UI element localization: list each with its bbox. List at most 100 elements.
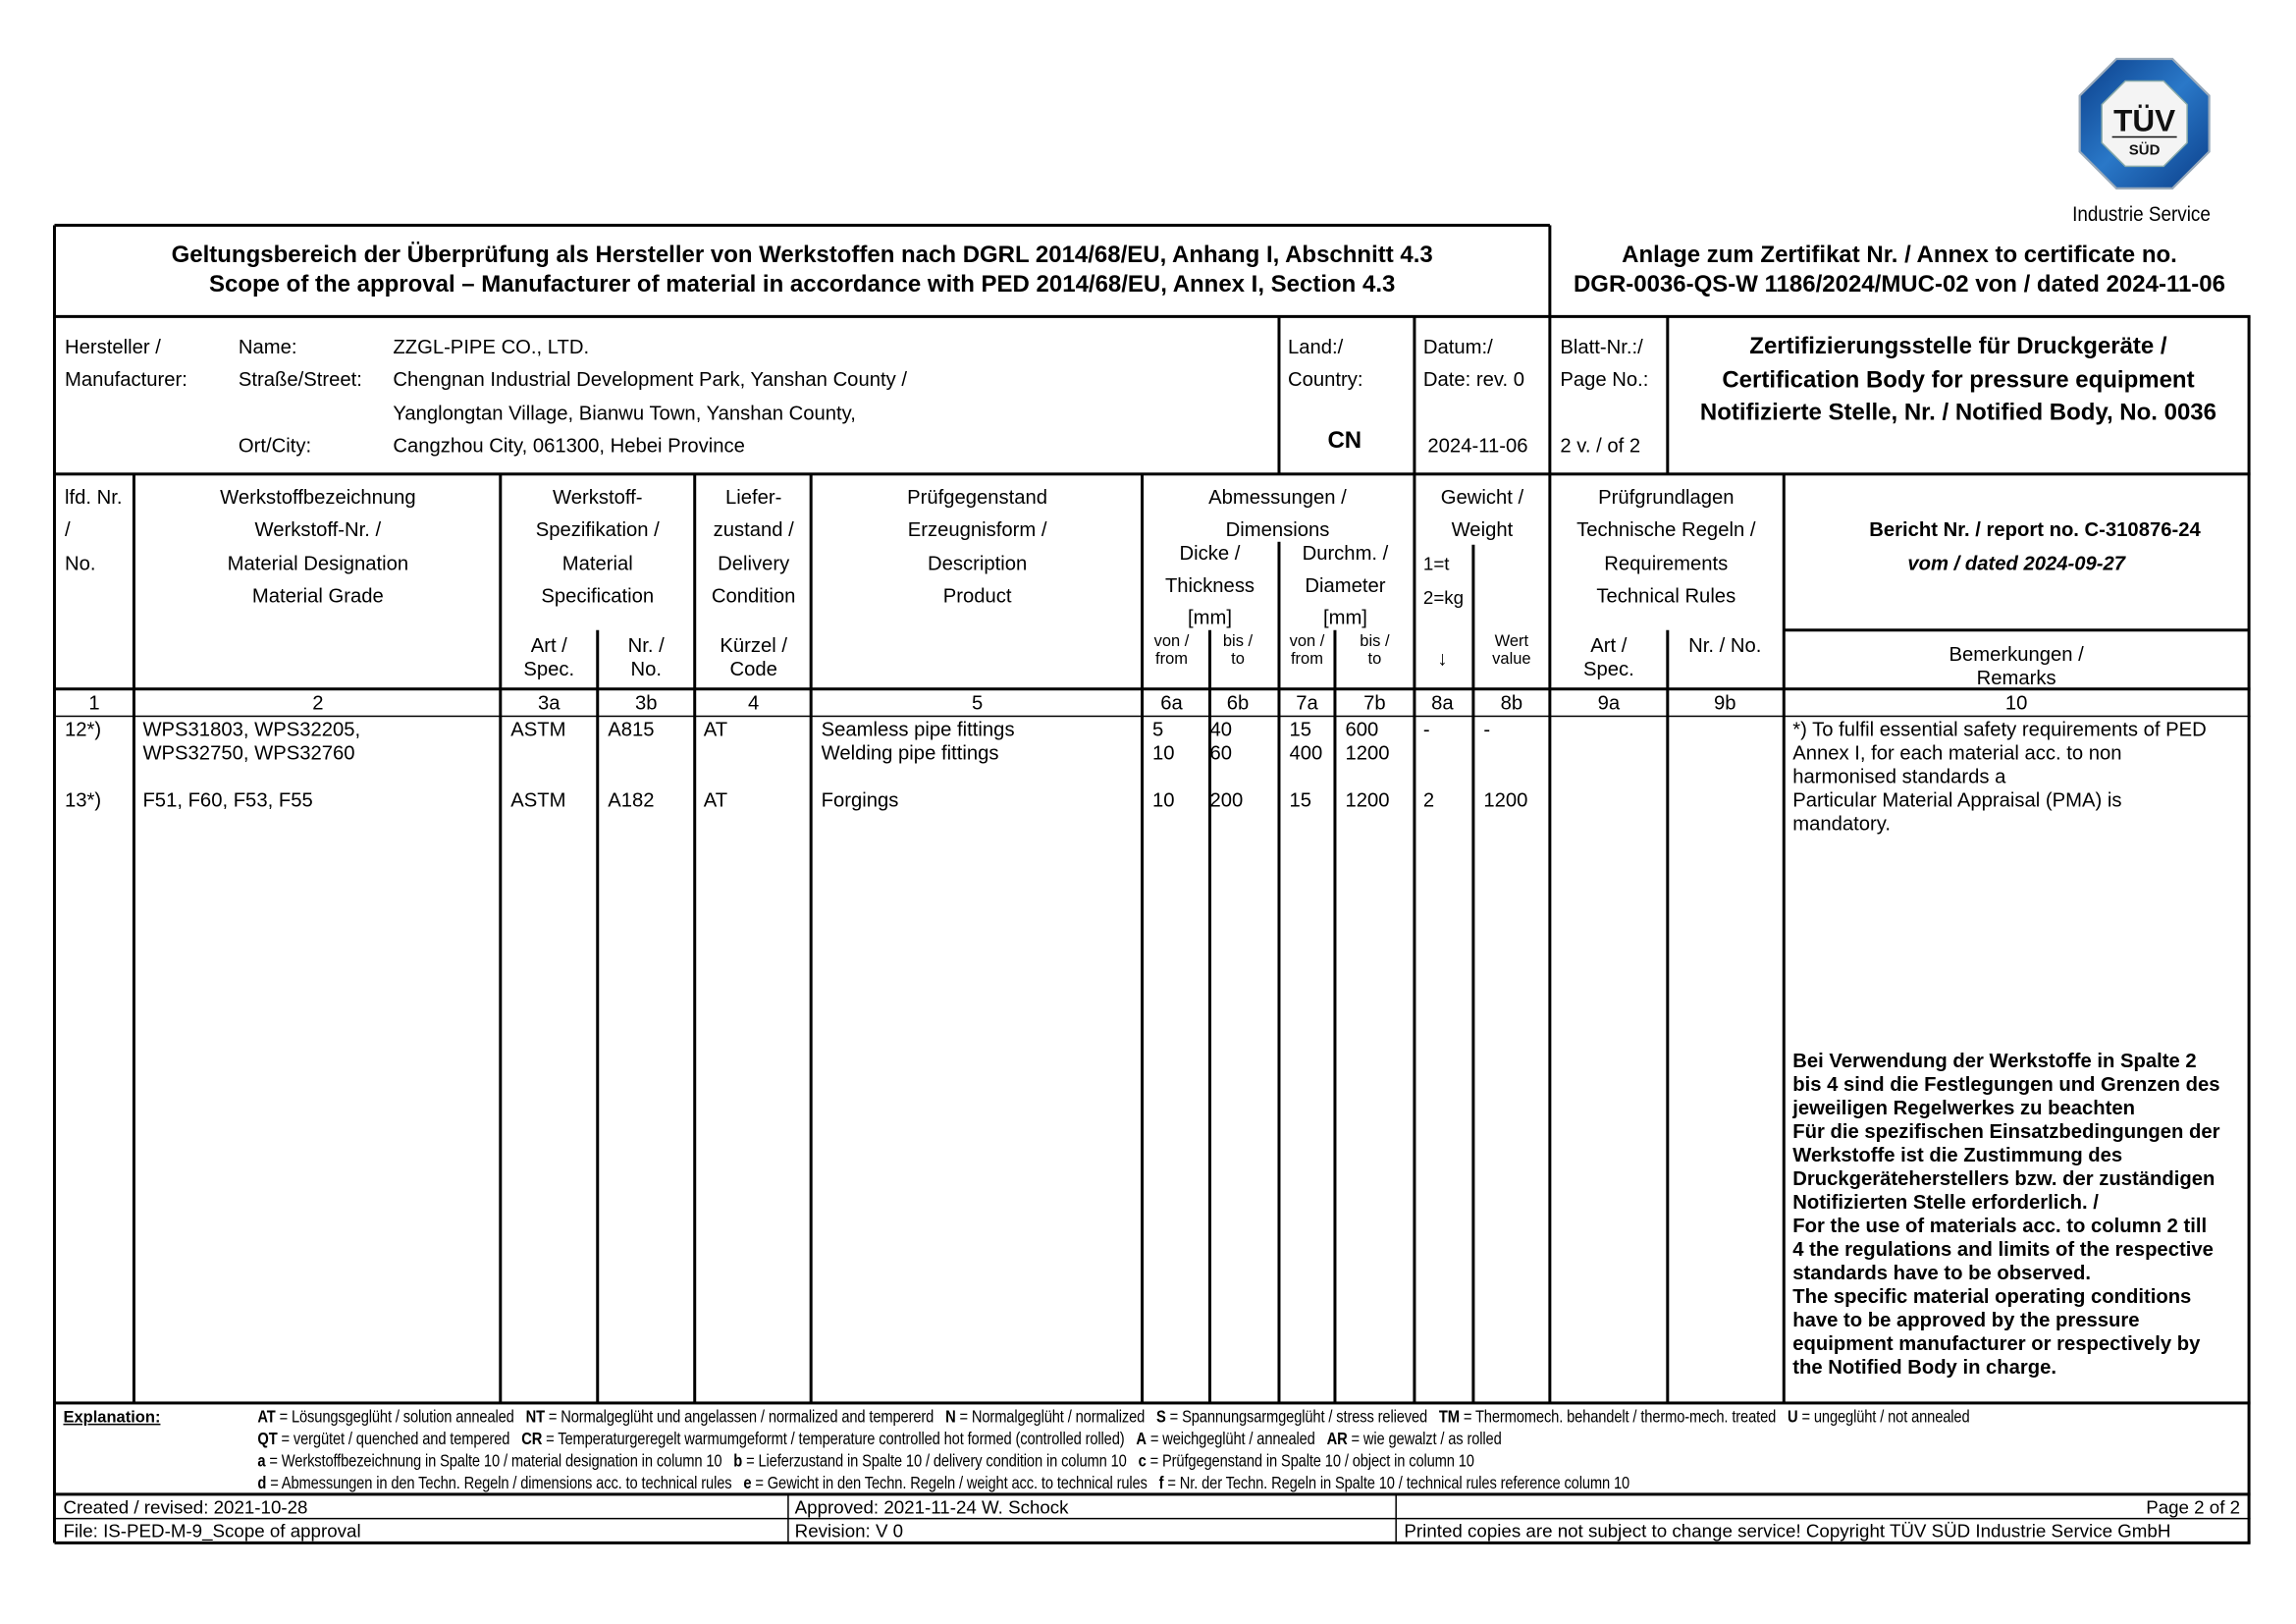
remarks-condition-line: Notifizierten Stelle erforderlich. / xyxy=(1792,1191,2099,1214)
remarks-condition-line: jeweiligen Regelwerkes zu beachten xyxy=(1792,1097,2136,1119)
street-line-1: Chengnan Industrial Development Park, Ya… xyxy=(393,367,907,391)
street-label: Straße/Street: xyxy=(238,367,362,391)
remarks-conditions: Bei Verwendung der Werkstoffe in Spalte … xyxy=(1792,1050,2243,1380)
header-thickness: [mm] xyxy=(1188,606,1232,629)
grid-line-vertical xyxy=(52,225,56,1543)
grid-line-horizontal xyxy=(54,1401,2251,1405)
code-abbreviation: N xyxy=(945,1408,956,1427)
header-technical-rules: Technical Rules xyxy=(1596,584,1736,607)
code-description: = Lieferzustand in Spalte 10 / delivery … xyxy=(742,1452,1127,1471)
code-abbreviation: TM xyxy=(1438,1408,1460,1427)
header-to: bis / xyxy=(1360,632,1390,651)
code-description: = Normalgeglüht / normalized xyxy=(955,1408,1146,1427)
grid-line-vertical xyxy=(1548,225,1552,317)
header-weight-value: value xyxy=(1492,650,1531,669)
column-number: 3b xyxy=(634,691,658,715)
thickness-to: 60 xyxy=(1209,741,1233,765)
header-remarks: Bemerkungen / xyxy=(1949,643,2084,666)
header-material-specification: Spezifikation / xyxy=(535,517,660,541)
grid-line-vertical xyxy=(2247,316,2251,1543)
grid-line-horizontal xyxy=(54,714,2251,717)
page-number: Page 2 of 2 xyxy=(2146,1496,2241,1518)
annex-title: Anlage zum Zertifikat Nr. / Annex to cer… xyxy=(1622,243,2177,268)
grid-line-vertical xyxy=(1141,473,1144,1403)
page-label-de: Blatt-Nr.:/ xyxy=(1560,335,1643,358)
column-number: 7b xyxy=(1363,691,1386,715)
header-weight-unit: 2=kg xyxy=(1422,587,1465,609)
material-grade: WPS31803, WPS32205, xyxy=(142,718,361,741)
grid-line-horizontal xyxy=(54,472,2251,476)
header-thickness: Dicke / xyxy=(1179,541,1241,565)
column-number: 9a xyxy=(1597,691,1621,715)
diameter-to: 600 xyxy=(1345,718,1379,741)
explanation-label: Explanation: xyxy=(63,1408,161,1427)
grid-line-vertical xyxy=(1548,316,1551,474)
row-number: 12*) xyxy=(64,718,102,741)
svg-text:SÜD: SÜD xyxy=(2129,141,2161,158)
remarks-line: Annex I, for each material acc. to non xyxy=(1792,741,2122,765)
product: Welding pipe fittings xyxy=(821,741,999,765)
column-number: 8a xyxy=(1431,691,1454,715)
remarks-note: *) To fulfil essential safety requiremen… xyxy=(1792,719,2243,837)
column-number: 2 xyxy=(312,691,324,715)
spec-number: A815 xyxy=(608,718,655,741)
header-material-designation: Werkstoffbezeichnung xyxy=(220,485,416,509)
column-number: 6a xyxy=(1160,691,1183,715)
header-delivery-condition: Condition xyxy=(711,584,796,607)
material-grade: WPS32750, WPS32760 xyxy=(142,741,355,765)
header-material-specification: Werkstoff- xyxy=(553,485,643,509)
material-grade: F51, F60, F53, F55 xyxy=(142,788,313,812)
approved-by: Approved: 2021-11-24 W. Schock xyxy=(794,1496,1069,1518)
code-description: = Gewicht in den Techn. Regeln / weight … xyxy=(751,1475,1148,1493)
explanation-line: d = Abmessungen in den Techn. Regeln / d… xyxy=(257,1474,1629,1495)
remarks-condition-line: 4 the regulations and limits of the resp… xyxy=(1792,1237,2214,1261)
code-description: = Abmessungen in den Techn. Regeln / dim… xyxy=(266,1475,732,1493)
remarks-line: Particular Material Appraisal (PMA) is xyxy=(1792,788,2122,812)
country-label-de: Land:/ xyxy=(1287,335,1344,358)
thickness-to: 200 xyxy=(1209,788,1244,812)
cert-body-line-1: Zertifizierungsstelle für Druckgeräte / xyxy=(1749,334,2167,359)
header-spec-number: No. xyxy=(630,658,662,680)
code-description: = Temperaturgeregelt warmumgeformt / tem… xyxy=(542,1431,1125,1449)
code-description: = Werkstoffbezeichnung in Spalte 10 / ma… xyxy=(265,1452,722,1471)
manufacturer-name: ZZGL-PIPE CO., LTD. xyxy=(393,335,590,358)
header-dimensions: Dimensions xyxy=(1225,517,1330,541)
header-rules-number: Nr. / No. xyxy=(1688,634,1762,657)
remarks-condition-line: The specific material operating conditio… xyxy=(1792,1284,2192,1308)
grid-line-vertical xyxy=(1666,629,1669,1403)
cert-body-line-2: Certification Body for pressure equipmen… xyxy=(1722,367,2195,394)
header-to: bis / xyxy=(1222,632,1254,651)
grid-line-vertical xyxy=(1413,316,1416,474)
header-weight: Gewicht / xyxy=(1440,485,1524,509)
tuv-octagon-icon: TÜV SÜD xyxy=(2078,57,2211,190)
header-product: Erzeugnisform / xyxy=(907,517,1047,541)
grid-line-horizontal xyxy=(54,1541,2251,1545)
header-to: to xyxy=(1367,650,1382,669)
column-number: 6b xyxy=(1226,691,1250,715)
grid-line-horizontal xyxy=(54,314,2251,318)
thickness-from: 5 xyxy=(1152,718,1164,741)
created-date: Created / revised: 2021-10-28 xyxy=(63,1496,308,1518)
spec-number: A182 xyxy=(608,788,655,812)
header-remarks: Remarks xyxy=(1976,667,2056,689)
row-number: 13*) xyxy=(64,788,102,812)
remarks-condition-line: have to be approved by the pressure xyxy=(1792,1308,2140,1331)
code-description: = weichgeglüht / annealed xyxy=(1146,1431,1315,1449)
code-description: = Normalgeglüht und angelassen / normali… xyxy=(544,1408,934,1427)
code-abbreviation: S xyxy=(1156,1408,1166,1427)
header-delivery-condition: zustand / xyxy=(713,517,794,541)
code-description: = Nr. der Techn. Regeln in Spalte 10 / t… xyxy=(1163,1475,1630,1493)
diameter-from: 15 xyxy=(1289,718,1312,741)
remarks-line: harmonised standards a xyxy=(1792,765,2006,788)
certificate-number: DGR-0036-QS-W 1186/2024/MUC-02 von / dat… xyxy=(1573,272,2225,298)
code-abbreviation: NT xyxy=(525,1408,545,1427)
grid-line-vertical xyxy=(1277,541,1281,1403)
remarks-condition-line: equipment manufacturer or respectively b… xyxy=(1792,1331,2201,1355)
date-label-de: Datum:/ xyxy=(1422,335,1493,358)
delivery-code: AT xyxy=(703,718,728,741)
remarks-line: *) To fulfil essential safety requiremen… xyxy=(1792,718,2207,741)
logo-subtitle: Industrie Service xyxy=(2072,201,2211,226)
column-number: 10 xyxy=(2004,691,2028,715)
header-product: Prüfgegenstand xyxy=(907,485,1048,509)
